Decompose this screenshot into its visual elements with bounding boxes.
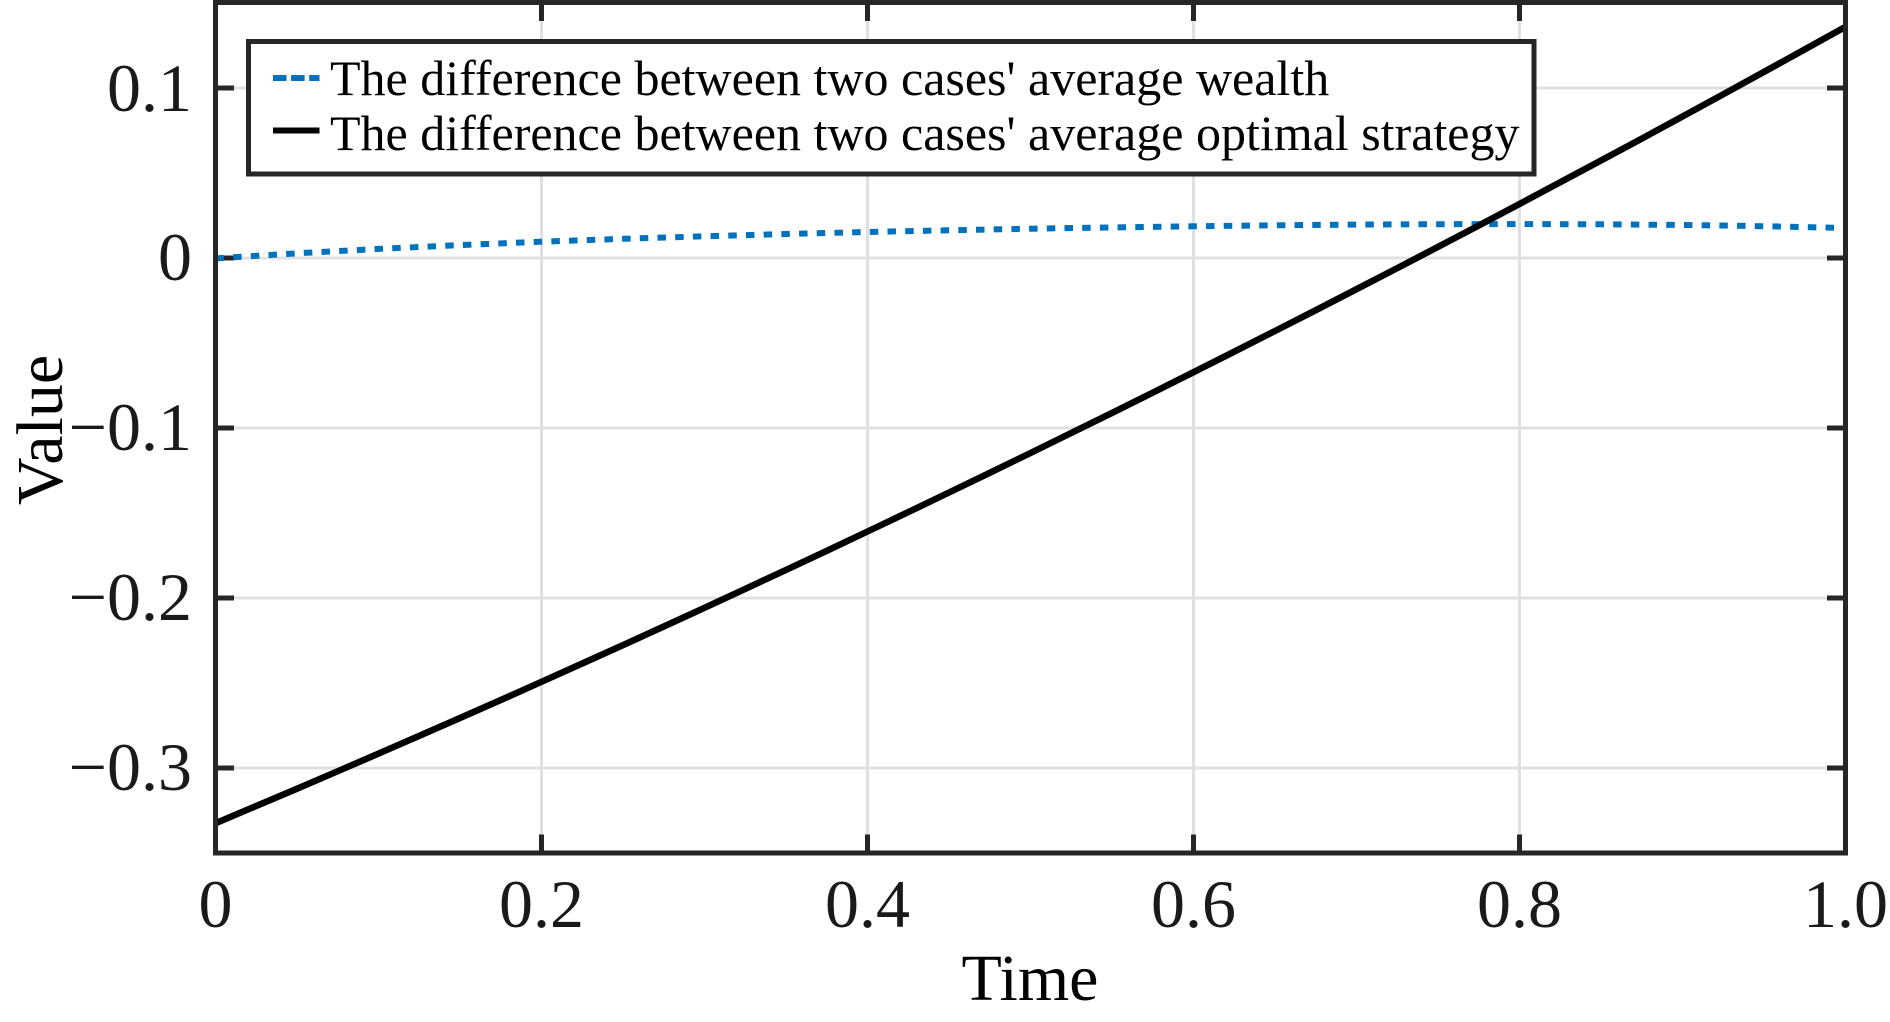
svg-text:0.4: 0.4: [825, 866, 910, 942]
svg-text:0.1: 0.1: [107, 50, 192, 126]
svg-text:The difference between two cas: The difference between two cases' averag…: [330, 50, 1329, 106]
svg-text:−0.2: −0.2: [69, 559, 192, 635]
svg-text:0: 0: [158, 219, 192, 295]
svg-text:1.0: 1.0: [1803, 866, 1888, 942]
svg-text:0: 0: [199, 866, 233, 942]
svg-text:Value: Value: [4, 355, 77, 505]
svg-text:0.6: 0.6: [1151, 866, 1236, 942]
svg-text:Time: Time: [962, 942, 1099, 1015]
svg-text:−0.1: −0.1: [69, 389, 192, 465]
svg-text:0.2: 0.2: [499, 866, 584, 942]
svg-text:−0.3: −0.3: [69, 729, 192, 805]
svg-text:The difference between two cas: The difference between two cases' averag…: [330, 105, 1519, 161]
svg-text:0.8: 0.8: [1477, 866, 1562, 942]
